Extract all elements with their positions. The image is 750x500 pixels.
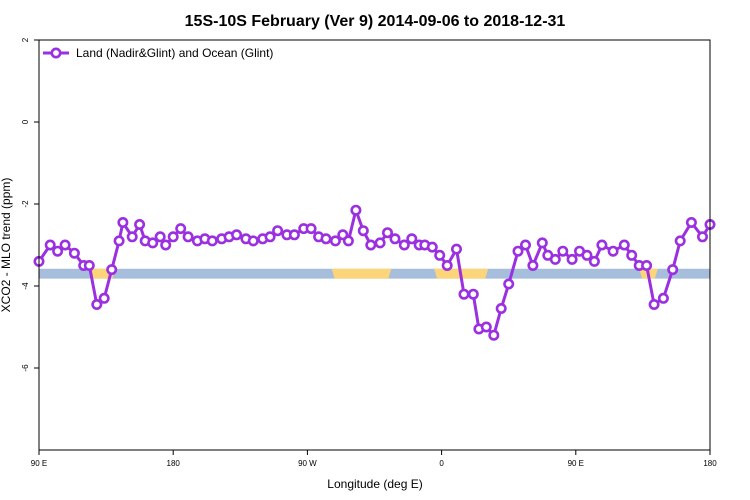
data-point: [305, 223, 317, 235]
data-point: [527, 259, 539, 271]
data-point: [288, 229, 300, 241]
x-tick-label: 180: [167, 459, 181, 468]
data-point: [641, 259, 653, 271]
data-point: [117, 217, 129, 229]
data-point: [206, 235, 218, 247]
data-point: [626, 249, 638, 261]
y-tick-label: 2: [21, 37, 30, 42]
data-point: [247, 235, 259, 247]
x-tick-label: 90 E: [568, 459, 584, 468]
data-point: [91, 298, 103, 310]
data-point: [44, 239, 56, 251]
data-point: [374, 237, 386, 249]
data-point: [458, 288, 470, 300]
data-point: [467, 288, 479, 300]
y-axis: -6 -4 -2 0 2: [21, 37, 39, 372]
data-point: [685, 217, 697, 229]
data-point: [365, 239, 377, 251]
legend-marker-swatch: [50, 47, 62, 59]
x-tick-label: 90 E: [31, 459, 47, 468]
x-tick-label: 90 W: [298, 459, 317, 468]
data-point: [426, 241, 438, 253]
data-point: [147, 237, 159, 249]
data-point: [450, 243, 462, 255]
y-tick-label: -6: [21, 364, 30, 372]
data-point: [696, 231, 708, 243]
data-point: [434, 249, 446, 261]
data-point: [342, 235, 354, 247]
land-segment: [331, 268, 392, 279]
data-point: [607, 245, 619, 257]
data-point: [557, 245, 569, 257]
x-tick-label: 0: [439, 459, 444, 468]
data-point: [320, 233, 332, 245]
data-point: [512, 245, 524, 257]
data-point: [398, 239, 410, 251]
y-tick-label: -2: [21, 200, 30, 208]
data-point: [52, 245, 64, 257]
data-point: [495, 302, 507, 314]
y-tick-label: -4: [21, 282, 30, 290]
data-point: [350, 204, 362, 216]
data-point: [272, 225, 284, 237]
x-axis-label: Longitude (deg E): [327, 477, 422, 491]
data-point: [175, 223, 187, 235]
data-point: [83, 259, 95, 271]
data-point: [59, 239, 71, 251]
data-point: [329, 235, 341, 247]
data-point: [667, 264, 679, 276]
chart-title: 15S-10S February (Ver 9) 2014-09-06 to 2…: [185, 13, 566, 30]
data-point: [134, 219, 146, 231]
data-point: [674, 235, 686, 247]
y-axis-label: XCO2 - MLO trend (ppm): [0, 178, 13, 313]
data-point: [264, 231, 276, 243]
data-point: [648, 298, 660, 310]
data-point: [519, 239, 531, 251]
data-point: [588, 255, 600, 267]
data-point: [503, 278, 515, 290]
data-point: [113, 235, 125, 247]
data-point: [381, 227, 393, 239]
data-point: [536, 237, 548, 249]
data-point: [231, 229, 243, 241]
data-point: [549, 253, 561, 265]
surface-type-band: [39, 268, 710, 279]
data-point: [566, 253, 578, 265]
y-tick-label: 0: [21, 119, 30, 124]
data-point: [167, 231, 179, 243]
series-layer: [33, 204, 716, 341]
data-point: [581, 249, 593, 261]
data-point: [389, 233, 401, 245]
data-point: [618, 239, 630, 251]
data-point: [98, 292, 110, 304]
plot-frame: [38, 39, 711, 451]
data-point: [357, 225, 369, 237]
data-point: [154, 231, 166, 243]
data-point: [68, 247, 80, 259]
data-point: [480, 321, 492, 333]
legend-entry: Land (Nadir&Glint) and Ocean (Glint): [76, 46, 273, 60]
data-point: [406, 233, 418, 245]
data-point: [126, 231, 138, 243]
data-point: [106, 264, 118, 276]
legend: Land (Nadir&Glint) and Ocean (Glint): [43, 46, 273, 60]
data-point: [441, 259, 453, 271]
x-axis: 90 E 180 90 W 0 90 E 180: [31, 450, 717, 468]
x-tick-label: 180: [703, 459, 717, 468]
data-point: [160, 239, 172, 251]
data-point: [657, 292, 669, 304]
data-point: [182, 231, 194, 243]
data-point: [596, 239, 608, 251]
data-point: [488, 329, 500, 341]
